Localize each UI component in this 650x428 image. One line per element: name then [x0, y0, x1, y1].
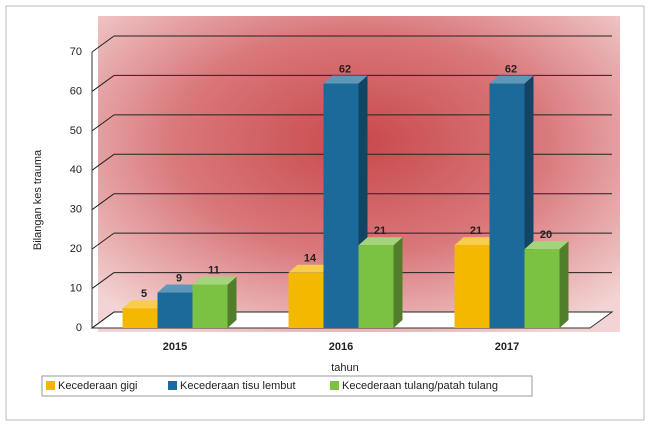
y-axis-label: Bilangan kes trauma	[32, 149, 44, 250]
bar	[288, 272, 324, 328]
grid-line	[91, 114, 115, 132]
data-label: 62	[339, 63, 351, 75]
y-tick-label: 20	[70, 243, 82, 255]
bar-side	[559, 241, 569, 328]
bar-top	[489, 75, 534, 84]
x-axis-label: tahun	[331, 362, 359, 374]
grid-line	[91, 35, 115, 53]
data-label: 62	[505, 63, 517, 75]
bar	[157, 292, 193, 328]
y-tick-label: 70	[70, 46, 82, 58]
bar-top	[192, 276, 237, 285]
y-tick-label: 30	[70, 204, 82, 216]
y-tick-label: 10	[70, 282, 82, 294]
data-label: 5	[141, 288, 147, 300]
bar	[358, 245, 394, 328]
bar	[323, 83, 359, 329]
grid-line	[91, 272, 115, 289]
bar-top	[323, 75, 368, 84]
x-tick-label: 2016	[329, 341, 353, 353]
bar-side	[393, 237, 403, 328]
grid-line	[91, 311, 115, 329]
data-label: 20	[540, 229, 552, 241]
data-label: 11	[208, 265, 220, 277]
legend	[41, 375, 533, 397]
grid-line	[91, 75, 115, 92]
y-tick-label: 50	[70, 125, 82, 137]
legend-swatch	[46, 381, 55, 390]
data-label: 21	[374, 225, 386, 237]
y-tick-label: 40	[70, 164, 82, 176]
bar	[192, 284, 228, 328]
legend-swatch	[168, 381, 177, 390]
legend-label: Kecederaan gigi	[58, 380, 138, 392]
y-tick-label: 0	[76, 322, 82, 334]
bar-side	[227, 276, 237, 328]
bar	[122, 308, 158, 328]
y-tick-label: 60	[70, 85, 82, 97]
bar-top	[454, 237, 499, 246]
bar-top	[157, 284, 202, 293]
grid-line	[91, 193, 115, 211]
data-label: 21	[470, 225, 482, 237]
bar	[489, 83, 525, 329]
legend-label: Kecederaan tulang/patah tulang	[342, 380, 498, 392]
bar-top	[288, 264, 333, 273]
x-tick-label: 2015	[163, 341, 187, 353]
data-label: 9	[176, 272, 182, 284]
grid-line	[91, 232, 115, 250]
bar-top	[524, 241, 569, 250]
bar-top	[122, 300, 167, 309]
bar	[454, 245, 490, 328]
data-label: 14	[304, 253, 317, 265]
legend-label: Kecederaan tisu lembut	[180, 380, 296, 392]
bar	[524, 249, 560, 328]
bar-top	[358, 237, 403, 246]
legend-swatch	[330, 381, 339, 390]
grid-line	[91, 153, 115, 171]
x-tick-label: 2017	[495, 341, 519, 353]
